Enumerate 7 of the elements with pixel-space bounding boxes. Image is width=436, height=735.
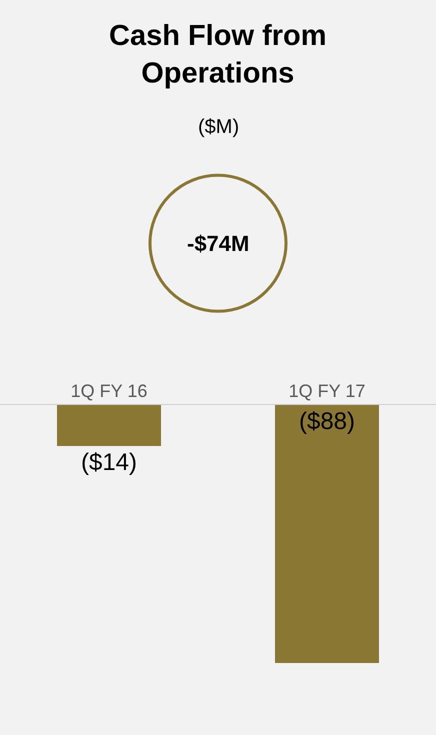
text: -$74M [187, 231, 250, 256]
x-tick-label: 1Q FY 17 [288, 380, 366, 401]
x-tick-label: 1Q FY 16 [70, 380, 148, 401]
data-label: ($14) [80, 448, 138, 476]
chart-title: Cash Flow from Operations [109, 20, 327, 90]
data-label: ($88) [298, 408, 356, 435]
chart-subtitle: ($M) [198, 116, 240, 138]
